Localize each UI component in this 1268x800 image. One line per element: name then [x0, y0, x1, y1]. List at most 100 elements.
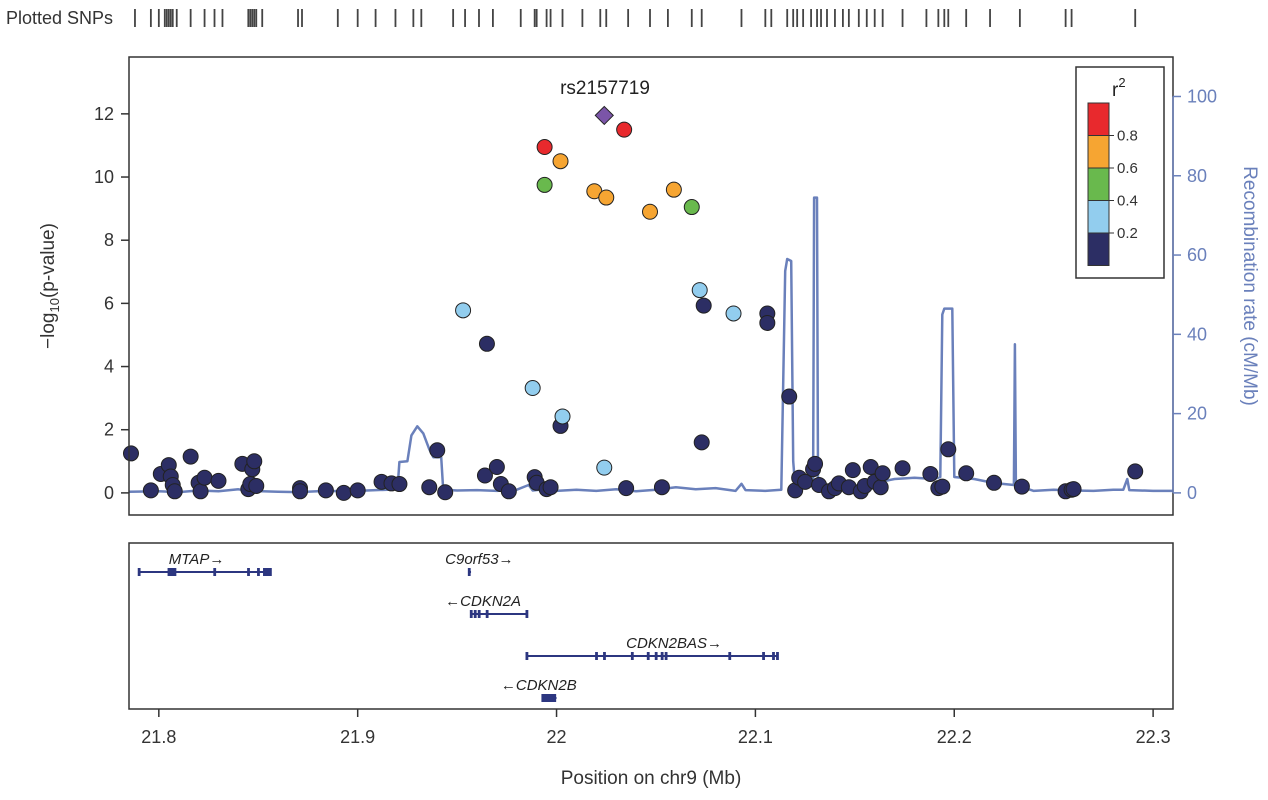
plotted-snps-ticks	[134, 9, 1137, 27]
x-tick-label: 22	[547, 727, 567, 747]
snp-point	[642, 203, 659, 220]
snp-point	[1013, 478, 1030, 495]
recombination-layer	[128, 196, 1173, 494]
snp-points-layer	[122, 105, 1144, 501]
legend-bin	[1087, 102, 1110, 136]
gene-panel-frame	[128, 542, 1174, 710]
gene-exon	[213, 568, 217, 576]
y2-tick-label: 0	[1187, 483, 1197, 503]
snp-point	[246, 453, 263, 470]
legend-label: 0.4	[1117, 193, 1138, 210]
x-tick-label: 22.3	[1136, 727, 1171, 747]
snp-point	[665, 181, 682, 198]
gene-label: MTAP→	[169, 551, 225, 568]
y2-tick-label: 80	[1187, 166, 1207, 186]
gene-exon	[268, 568, 272, 576]
gene-exon	[551, 694, 555, 702]
gene-exon	[603, 652, 606, 660]
lead-snp-marker	[594, 105, 614, 126]
lead-snp-label: rs2157719	[560, 78, 650, 99]
gene-exon	[772, 652, 775, 660]
gene-exon	[549, 694, 553, 702]
r2-legend: r2 0.8 0.6 0.4 0.2	[1075, 66, 1165, 279]
snp-point	[142, 482, 159, 499]
x-axis-title: Position on chr9 (Mb)	[561, 768, 742, 789]
snp-point	[1065, 481, 1082, 498]
legend-label: 0.6	[1117, 160, 1138, 177]
snp-point	[691, 282, 708, 299]
snp-point	[1127, 463, 1144, 480]
gene-exon	[525, 652, 529, 660]
snp-point	[958, 465, 975, 482]
snp-point	[476, 467, 493, 484]
gene-exon	[247, 568, 250, 576]
gene-cdkn2a: ←CDKN2A	[445, 593, 529, 618]
y-tick-label: 6	[104, 293, 114, 313]
gene-mtap: MTAP→	[137, 551, 272, 576]
gene-exon	[660, 652, 664, 660]
gene-exon	[630, 652, 634, 660]
snp-point	[192, 483, 209, 500]
gene-exon	[263, 568, 266, 576]
gene-exon	[469, 610, 473, 618]
y2-tick-label: 60	[1187, 245, 1207, 265]
snp-point	[542, 479, 559, 496]
gene-exon	[473, 610, 477, 618]
gene-exon	[541, 694, 545, 702]
snp-point	[335, 484, 352, 501]
legend-label: 0.2	[1117, 225, 1138, 242]
x-tick-label: 22.1	[738, 727, 773, 747]
gene-exon	[467, 568, 471, 576]
gene-label: ←CDKN2A	[445, 593, 521, 610]
snp-point	[781, 388, 798, 405]
gene-exon	[553, 694, 557, 702]
legend-title: r2	[1112, 75, 1126, 101]
snp-point	[894, 460, 911, 477]
y-tick-label: 4	[104, 357, 114, 377]
legend-bin	[1087, 232, 1110, 266]
snp-point	[683, 199, 700, 216]
snp-point	[421, 479, 438, 496]
gene-c9orf53: C9orf53→	[445, 551, 514, 576]
y-axis-left: 0 2 4 6 8 10 12	[94, 104, 129, 503]
legend-bin	[1087, 167, 1110, 201]
snp-point	[536, 139, 553, 156]
snp-point	[349, 482, 366, 499]
gene-exon	[265, 568, 268, 576]
snp-point	[653, 479, 670, 496]
gene-exon	[257, 568, 260, 576]
snp-point	[500, 483, 517, 500]
legend-bins	[1087, 102, 1110, 266]
snp-point	[759, 314, 776, 331]
gene-exon	[485, 610, 489, 618]
gene-label: C9orf53→	[445, 551, 513, 568]
snp-point	[248, 477, 265, 494]
snp-point	[552, 153, 569, 170]
snp-point	[725, 305, 742, 322]
gene-label: ←CDKN2B	[501, 677, 577, 694]
y2-tick-label: 20	[1187, 404, 1207, 424]
snp-point	[437, 484, 454, 501]
gene-exon	[267, 568, 270, 576]
legend-label: 0.8	[1117, 128, 1138, 145]
snp-point	[934, 478, 951, 495]
snp-point	[182, 448, 199, 465]
gene-panel: MTAP→ C9orf53→ ←CDKN2A CDKN2BAS→ ←CDKN2B	[128, 542, 1174, 710]
y-axis-title: −log10(p-value)	[38, 223, 62, 349]
x-axis: 21.8 21.9 22 22.1 22.2 22.3	[141, 709, 1171, 747]
plotted-snps-strip: Plotted SNPs	[6, 8, 1137, 28]
gene-exon	[664, 652, 668, 660]
snp-point	[693, 434, 710, 451]
gene-exon	[169, 568, 173, 576]
snp-point	[986, 474, 1003, 491]
snp-point	[616, 121, 633, 138]
gene-exon	[728, 652, 732, 660]
gene-cdkn2bas: CDKN2BAS→	[525, 635, 779, 660]
snp-point	[872, 479, 889, 496]
gene-exon	[545, 694, 549, 702]
gene-exon	[543, 694, 547, 702]
snp-point	[536, 176, 553, 193]
main-panel: rs2157719 0 2 4 6 8 10 12 0 20 40 60 80 100 −log10(…	[38, 56, 1260, 516]
y-tick-label: 2	[104, 420, 114, 440]
snp-point	[196, 469, 213, 486]
